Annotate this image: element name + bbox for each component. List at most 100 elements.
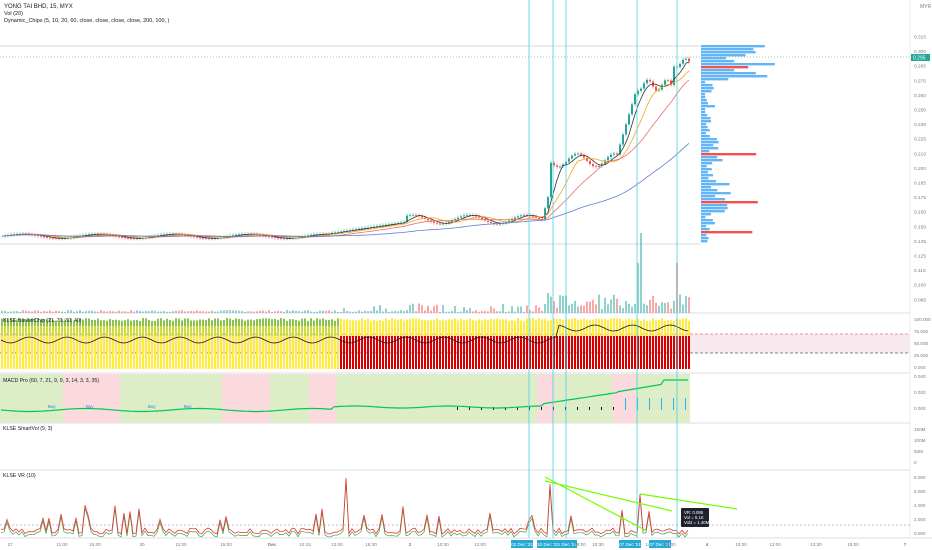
macd-tick-label: 0.000 [914,406,926,411]
volume-bar [499,311,501,313]
macd-title: MACD Pro (60, 7, 21, 9, 9, 3, 14, 3, 3, … [3,378,99,384]
banker-bar-mid [28,326,30,336]
banker-bar-mid [445,326,447,336]
volume-bar [73,311,75,313]
banker-bar-low [73,336,75,369]
volume-bar [295,310,297,313]
macd-bg-column [471,374,475,423]
volume-bar [655,302,657,313]
macd-bg-column [117,374,121,423]
banker-bar-mid [379,326,381,336]
banker-bar-mid [217,326,219,336]
vr-tooltip: VR: 0.095 Vol = 5.1K Vol2 = 1.40M [681,508,710,527]
price-panel[interactable] [0,45,910,313]
banker-bar-low [658,336,660,369]
macd-bg-column [654,374,658,423]
macd-bg-column [135,374,139,423]
macd-bg-column [0,374,4,423]
banker-bar-low [490,336,492,369]
banker-chip-panel[interactable] [0,318,910,369]
volume-bar [4,310,6,313]
volume-bar [313,311,315,313]
vr-panel[interactable] [0,476,910,538]
candle [643,83,645,89]
macd-bg-column [312,374,316,423]
banker-bar-top [109,319,111,328]
volume-bar [613,294,615,313]
candle [547,197,549,209]
volume-bar [421,305,423,313]
banker-bar-top [661,318,663,327]
banker-bar-top [1,318,3,327]
banker-bar-mid [34,326,36,336]
banker-bar-top [334,320,336,329]
chips-indicator-label[interactable]: Dynamic_Chips (5, 10, 20, 60, close, clo… [4,18,170,24]
banker-bar-low [556,336,558,369]
banker-bar-mid [418,326,420,336]
macd-bg-column [504,374,508,423]
volume-bar [541,310,543,313]
banker-bar-low [406,336,408,369]
volume-profile-bar [701,63,775,66]
banker-bar-mid [628,326,630,336]
time-axis-label: 12:00 [769,542,781,547]
banker-bar-low [502,336,504,369]
vertical-guide-lines[interactable] [528,0,678,538]
banker-bar-top [277,319,279,328]
macd-bg-column [549,374,553,423]
banker-bar-low [448,336,450,369]
banker-bar-top [64,319,66,328]
macd-bg-column [462,374,466,423]
candle [412,214,414,216]
candle [571,155,573,159]
volume-profile-bar [701,84,713,87]
volume-bar [307,310,309,313]
volume-bar [496,311,498,313]
banker-bar-low [424,336,426,369]
macd-bg-column [465,374,469,423]
banker-bar-top [205,320,207,329]
macd-bg-column [114,374,118,423]
banker-bar-low [586,336,588,369]
macd-panel[interactable]: Buy Buy Buy Buy [0,374,691,423]
banker-bar-top [604,318,606,327]
candle [85,234,87,236]
banker-bar-low [205,336,207,369]
banker-bar-top [436,318,438,327]
banker-bar-top [478,319,480,328]
banker-bar-low [559,336,561,369]
macd-bg-column [390,374,394,423]
banker-bar-top [184,318,186,327]
volume-profile-bar [701,192,731,195]
banker-bar-mid [436,326,438,336]
macd-bg-column [420,374,424,423]
macd-bg-column [525,374,529,423]
macd-bg-column [84,374,88,423]
banker-chip-title: KLSE BankerChip (21, 70, 30, 40) [3,318,82,324]
macd-bg-column [633,374,637,423]
volume-indicator-label[interactable]: Vol (20) [4,11,23,17]
candle [358,228,360,230]
vr-trendline [544,476,646,531]
candle [373,226,375,228]
volume-bar [184,311,186,313]
banker-bar-low [520,336,522,369]
banker-bar-mid [634,326,636,336]
banker-bar-top [574,318,576,327]
macd-bg-column [357,374,361,423]
candle [640,88,642,91]
banker-bar-low [574,336,576,369]
banker-bar-mid [85,326,87,336]
volume-profile-bar [701,57,726,60]
candle [466,215,468,216]
banker-bar-top [463,320,465,329]
volume-profile-bar [701,93,706,96]
banker-bar-top [541,319,543,328]
banker-bar-mid [292,326,294,336]
banker-bar-mid [304,326,306,336]
banker-bar-low [46,336,48,369]
candle [334,232,336,234]
volume-profile-bar [701,81,706,84]
candle [637,90,639,95]
